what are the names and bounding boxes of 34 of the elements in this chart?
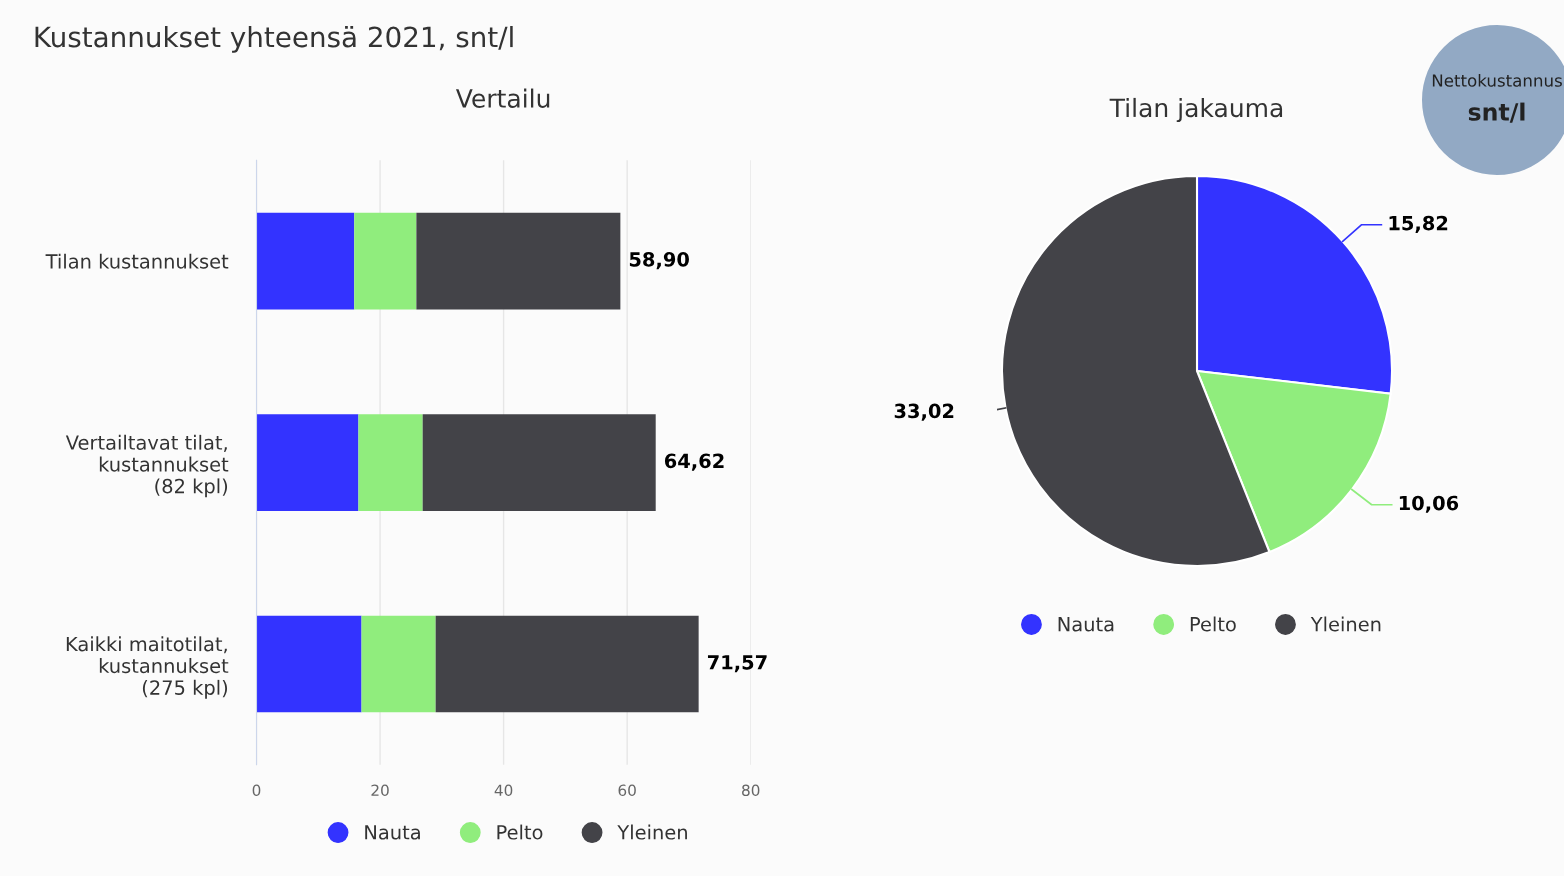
bar — [358, 414, 423, 511]
text: snt/l — [1468, 102, 1525, 123]
bar — [256, 414, 359, 511]
total-label: 71,57 — [707, 655, 767, 673]
text: Kustannukset yhteensä 2021, snt/l — [35, 25, 513, 53]
y-tick-label: Kaikki maitotilat, kustannukset (275 kpl) — [66, 636, 229, 699]
legend-label: Nauta — [1058, 617, 1114, 632]
x-tick-label: 20 — [371, 784, 389, 797]
legend-label: Yleinen — [617, 824, 687, 840]
bar — [361, 615, 436, 713]
y-tick-label: Tilan kustannukset — [45, 253, 229, 269]
bar — [256, 212, 355, 310]
total-label: 58,90 — [629, 251, 689, 270]
data-label: 15,82 — [1389, 215, 1448, 233]
legend-label: Nauta — [365, 825, 420, 840]
legend-label: Pelto — [1190, 616, 1236, 632]
data-label: 33,02 — [894, 403, 954, 421]
total-label: 64,62 — [664, 453, 724, 471]
bar — [416, 212, 621, 310]
x-tick-label: 40 — [494, 784, 513, 797]
x-tick-label: 80 — [742, 784, 760, 797]
bar — [422, 414, 656, 511]
data-label: 10,06 — [1399, 495, 1459, 513]
bar — [354, 212, 417, 310]
bar — [435, 615, 699, 713]
chart-title: Vertailu — [455, 88, 550, 108]
bar — [256, 615, 362, 713]
y-tick-label: Vertailtavat tilat, kustannukset (82 kpl) — [65, 434, 229, 498]
text: Nettokustannus — [1432, 73, 1562, 87]
x-tick-label: 0 — [252, 784, 261, 797]
legend-label: Yleinen — [1310, 616, 1381, 632]
legend-label: Pelto — [497, 824, 543, 840]
x-tick-label: 60 — [618, 784, 636, 797]
chart-title: Tilan jakauma — [1109, 97, 1283, 123]
